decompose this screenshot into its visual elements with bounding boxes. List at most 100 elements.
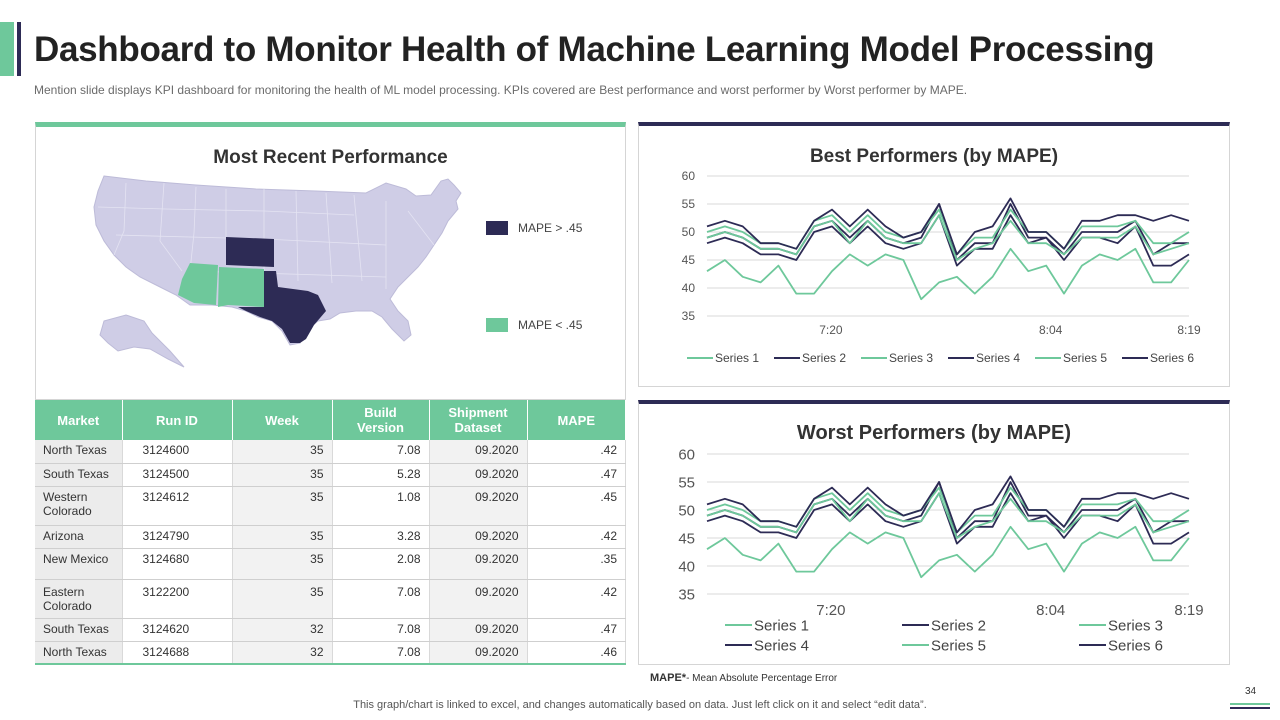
legend-label-low: MAPE < .45 — [518, 318, 583, 332]
y-tick-label: 60 — [678, 446, 695, 463]
page-subtitle: Mention slide displays KPI dashboard for… — [34, 83, 968, 97]
series-line — [706, 492, 1190, 539]
col-header-build: Build Version — [332, 400, 430, 440]
col-header-run-id: Run ID — [122, 400, 233, 440]
worst-performers-chart[interactable]: 35 40 45 50 55 60 7:20 8:04 8:19 Series 1 Series 2… — [639, 404, 1229, 664]
cell-mape: .46 — [527, 641, 626, 665]
cell-shipment: 09.2020 — [429, 548, 528, 580]
cell-week: 35 — [232, 525, 333, 549]
footnote-term: MAPE* — [650, 672, 687, 684]
x-tick-label: 7:20 — [819, 323, 843, 337]
series-line — [706, 492, 1190, 545]
cell-market: Arizona — [35, 525, 123, 549]
cell-run-id: 3124790 — [122, 525, 233, 549]
cell-market: North Texas — [35, 440, 123, 464]
cell-week: 32 — [232, 641, 333, 665]
series-line — [706, 247, 1190, 301]
legend-swatch-high — [486, 221, 508, 235]
cell-run-id: 3124612 — [122, 486, 233, 526]
texas-shape — [238, 271, 326, 343]
colorado-shape — [226, 237, 274, 267]
cell-week: 32 — [232, 618, 333, 642]
cell-mape: .42 — [527, 440, 626, 464]
map-panel: Most Recent Performance — [35, 122, 626, 400]
table-row: North Texas 3124688 32 7.08 09.2020 .46 — [35, 641, 626, 665]
cell-build: 3.28 — [332, 525, 430, 549]
cell-week: 35 — [232, 579, 333, 619]
cell-mape: .42 — [527, 525, 626, 549]
page-line-accent — [1230, 703, 1270, 705]
table-row: New Mexico 3124680 35 2.08 09.2020 .35 — [35, 548, 626, 580]
y-tick-label: 35 — [682, 309, 696, 323]
cell-week: 35 — [232, 463, 333, 487]
cell-build: 7.08 — [332, 440, 430, 464]
y-tick-label: 35 — [678, 586, 695, 603]
col-header-market: Market — [35, 400, 123, 440]
series-line — [706, 214, 1190, 267]
footnote: MAPE*- Mean Absolute Percentage Error — [650, 672, 837, 684]
table-header-row: Market Run ID Week Build Version Shipmen… — [35, 400, 626, 440]
y-tick-label: 40 — [682, 281, 696, 295]
cell-market: North Texas — [35, 641, 123, 665]
footnote-definition: - Mean Absolute Percentage Error — [686, 673, 838, 684]
cell-run-id: 3124688 — [122, 641, 233, 665]
legend-label: Series 3 — [1108, 617, 1163, 634]
legend-swatch-low — [486, 318, 508, 332]
best-performers-chart[interactable]: 35 40 45 50 55 60 7:20 8:04 8:19 Series 1 Series 2… — [639, 126, 1229, 386]
y-tick-label: 50 — [678, 502, 695, 519]
map-panel-title: Most Recent Performance — [213, 147, 448, 168]
legend-label: Series 6 — [1150, 351, 1194, 365]
cell-build: 5.28 — [332, 463, 430, 487]
cell-build: 7.08 — [332, 579, 430, 619]
y-tick-label: 45 — [682, 253, 696, 267]
col-header-week: Week — [232, 400, 333, 440]
cell-week: 35 — [232, 486, 333, 526]
cell-mape: .42 — [527, 579, 626, 619]
legend-label: Series 1 — [754, 617, 809, 634]
table-row: Arizona 3124790 35 3.28 09.2020 .42 — [35, 525, 626, 549]
y-tick-label: 55 — [682, 197, 696, 211]
cell-market: South Texas — [35, 463, 123, 487]
cell-shipment: 09.2020 — [429, 579, 528, 619]
y-tick-label: 40 — [678, 558, 695, 575]
legend-label: Series 1 — [715, 351, 759, 365]
cell-mape: .45 — [527, 486, 626, 526]
col-header-mape: MAPE — [527, 400, 626, 440]
x-tick-label: 7:20 — [816, 602, 845, 619]
bottom-note: This graph/chart is linked to excel, and… — [353, 699, 927, 711]
legend-label: Series 4 — [754, 637, 809, 654]
legend-label: Series 3 — [889, 351, 933, 365]
cell-shipment: 09.2020 — [429, 440, 528, 464]
table-row: Western Colorado 3124612 35 1.08 09.2020… — [35, 486, 626, 526]
us-map[interactable] — [86, 171, 476, 371]
legend-label: Series 2 — [802, 351, 846, 365]
accent-bar-dark — [17, 22, 21, 76]
table-row: South Texas 3124620 32 7.08 09.2020 .47 — [35, 618, 626, 642]
col-header-shipment: Shipment Dataset — [429, 400, 528, 440]
cell-shipment: 09.2020 — [429, 618, 528, 642]
table-row: Eastern Colorado 3122200 35 7.08 09.2020… — [35, 579, 626, 619]
y-tick-label: 50 — [682, 225, 696, 239]
cell-week: 35 — [232, 548, 333, 580]
arizona-shape — [178, 263, 218, 305]
page-line-dark — [1230, 707, 1270, 709]
series-line — [706, 214, 1190, 261]
y-tick-label: 55 — [678, 474, 695, 491]
performance-table: Market Run ID Week Build Version Shipmen… — [35, 400, 626, 665]
cell-shipment: 09.2020 — [429, 463, 528, 487]
series-line — [706, 525, 1190, 579]
cell-mape: .35 — [527, 548, 626, 580]
legend-label: Series 5 — [1063, 351, 1107, 365]
x-tick-label: 8:04 — [1036, 602, 1065, 619]
series-line — [706, 197, 1190, 256]
cell-shipment: 09.2020 — [429, 641, 528, 665]
worst-chart-title: Worst Performers (by MAPE) — [796, 422, 1072, 444]
cell-build: 7.08 — [332, 641, 430, 665]
cell-market: Western Colorado — [35, 486, 123, 526]
legend-low: MAPE < .45 — [486, 318, 582, 332]
best-performers-panel: Best Performers (by MAPE) 35 40 45 50 55 60 7:… — [638, 122, 1230, 387]
accent-bar — [0, 22, 14, 76]
cell-run-id: 3124600 — [122, 440, 233, 464]
cell-week: 35 — [232, 440, 333, 464]
page-title: Dashboard to Monitor Health of Machine L… — [34, 30, 1155, 69]
